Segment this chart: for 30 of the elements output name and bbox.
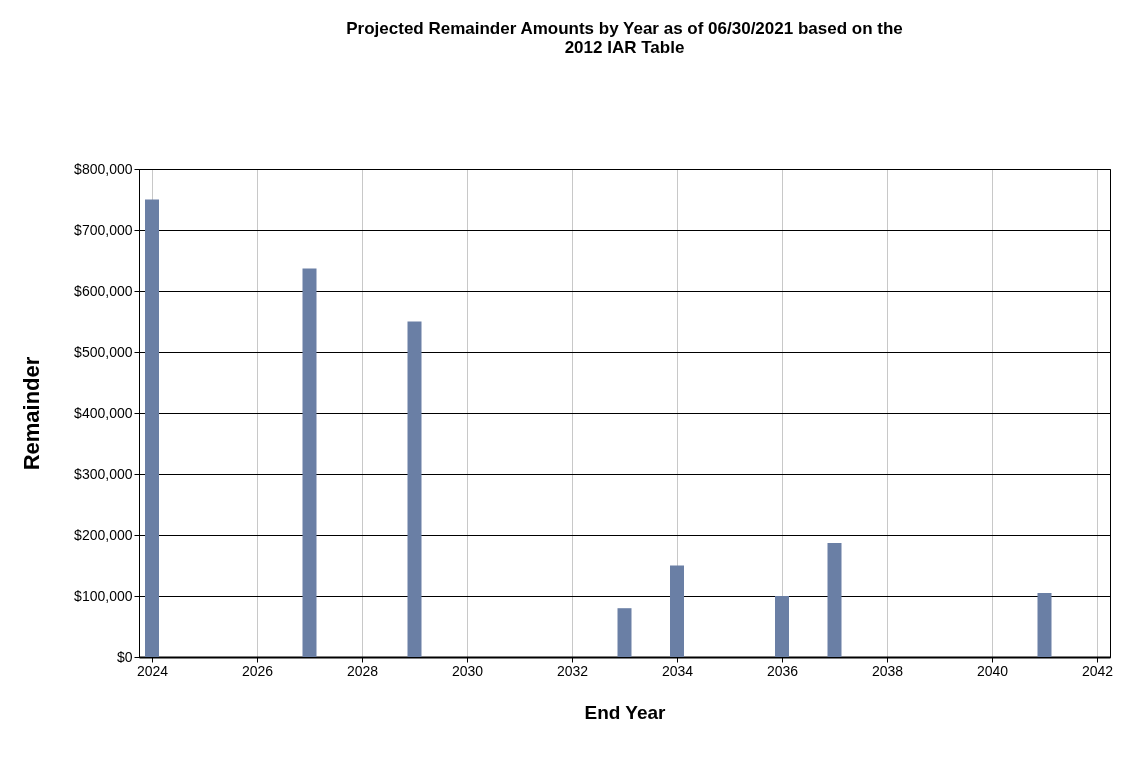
x-tick-label: 2040 [976, 662, 1009, 679]
bar [302, 268, 317, 657]
y-tick-label: $200,000 [74, 526, 133, 543]
x-tick-label: 2030 [451, 662, 484, 679]
y-axis-title: Remainder [19, 356, 45, 471]
x-tick-label: 2036 [766, 662, 799, 679]
y-tick-label: $400,000 [74, 404, 133, 421]
y-tick-label: $100,000 [74, 587, 133, 604]
bar [1037, 592, 1052, 657]
x-tick-label: 2034 [661, 662, 694, 679]
y-tick-label: $300,000 [74, 465, 133, 482]
y-tick-label: $0 [116, 648, 133, 665]
y-tick-label: $700,000 [74, 221, 133, 238]
x-tick-label: 2042 [1081, 662, 1114, 679]
x-tick-label: 2038 [871, 662, 904, 679]
y-tick-label: $600,000 [74, 282, 133, 299]
bar [670, 565, 684, 657]
bar [145, 199, 159, 657]
x-tick-label: 2032 [556, 662, 589, 679]
x-tick-label: 2028 [346, 662, 379, 679]
bar [617, 608, 632, 657]
y-tick-label: $500,000 [74, 343, 133, 360]
bar [775, 596, 789, 657]
x-axis-title: End Year [584, 701, 667, 723]
bar [407, 321, 422, 657]
chart-title: Projected Remainder Amounts by Year as of 06/30/2021 based on the 2012 IAR Table [346, 19, 903, 57]
y-tick-label: $800,000 [74, 160, 133, 177]
bar [827, 542, 842, 657]
x-tick-label: 2024 [136, 662, 169, 679]
x-tick-label: 2026 [241, 662, 274, 679]
